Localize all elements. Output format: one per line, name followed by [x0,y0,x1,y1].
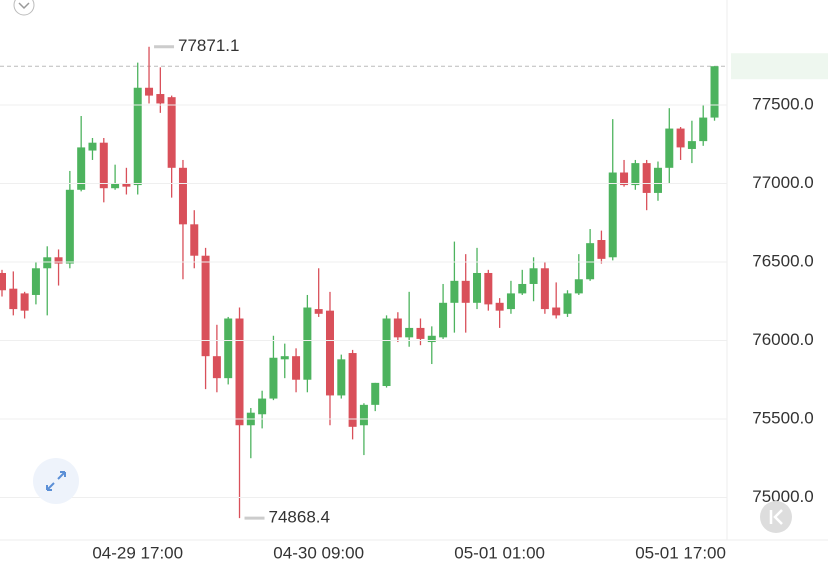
y-tick-label: 76500.0 [752,251,813,270]
axis-panel [727,0,828,572]
x-tick-label: 05-01 17:00 [635,543,726,562]
x-tick-label: 04-29 17:00 [92,543,183,562]
y-tick-label: 75000.0 [752,487,813,506]
y-tick-label: 75500.0 [752,408,813,427]
expand-button[interactable] [33,458,79,504]
low-label: 74868.4 [269,508,330,527]
y-tick-label: 77000.0 [752,173,813,192]
y-tick-label: 77500.0 [752,95,813,114]
candle-body [0,272,6,291]
last-price-badge [731,53,828,80]
x-tick-label: 05-01 01:00 [454,543,545,562]
high-label: 77871.1 [178,36,239,55]
x-tick-label: 04-30 09:00 [273,543,364,562]
collapse-button[interactable] [13,0,35,16]
y-tick-label: 76000.0 [752,330,813,349]
back-button[interactable] [760,501,792,533]
